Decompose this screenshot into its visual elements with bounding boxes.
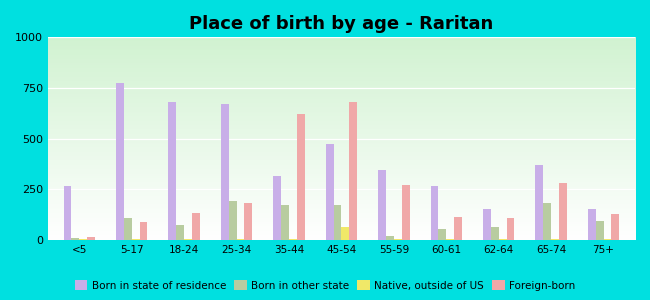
Bar: [64, 186, 72, 240]
Bar: [192, 213, 200, 240]
Bar: [604, 239, 612, 240]
Bar: [176, 225, 184, 240]
Bar: [595, 221, 604, 240]
Bar: [506, 218, 514, 240]
Bar: [491, 227, 499, 240]
Bar: [333, 205, 341, 240]
Bar: [289, 239, 297, 240]
Bar: [536, 165, 543, 240]
Bar: [438, 229, 447, 240]
Bar: [72, 238, 79, 240]
Bar: [402, 185, 410, 240]
Bar: [349, 102, 357, 240]
Bar: [588, 209, 595, 240]
Bar: [483, 209, 491, 240]
Bar: [430, 186, 438, 240]
Bar: [132, 239, 140, 240]
Bar: [281, 205, 289, 240]
Bar: [386, 236, 394, 240]
Bar: [124, 218, 132, 240]
Bar: [79, 239, 87, 240]
Bar: [499, 239, 506, 240]
Bar: [394, 239, 402, 240]
Bar: [273, 176, 281, 240]
Bar: [341, 227, 349, 240]
Bar: [326, 144, 333, 240]
Bar: [87, 237, 95, 240]
Bar: [297, 114, 305, 240]
Bar: [221, 104, 229, 240]
Bar: [244, 202, 252, 240]
Bar: [116, 83, 124, 240]
Bar: [447, 239, 454, 240]
Bar: [168, 102, 176, 240]
Legend: Born in state of residence, Born in other state, Native, outside of US, Foreign-: Born in state of residence, Born in othe…: [71, 276, 579, 295]
Bar: [551, 239, 559, 240]
Bar: [612, 214, 619, 240]
Bar: [237, 239, 244, 240]
Bar: [559, 183, 567, 240]
Bar: [140, 222, 148, 240]
Title: Place of birth by age - Raritan: Place of birth by age - Raritan: [189, 15, 493, 33]
Bar: [454, 217, 462, 240]
Bar: [184, 239, 192, 240]
Bar: [543, 202, 551, 240]
Bar: [378, 170, 386, 240]
Bar: [229, 201, 237, 240]
